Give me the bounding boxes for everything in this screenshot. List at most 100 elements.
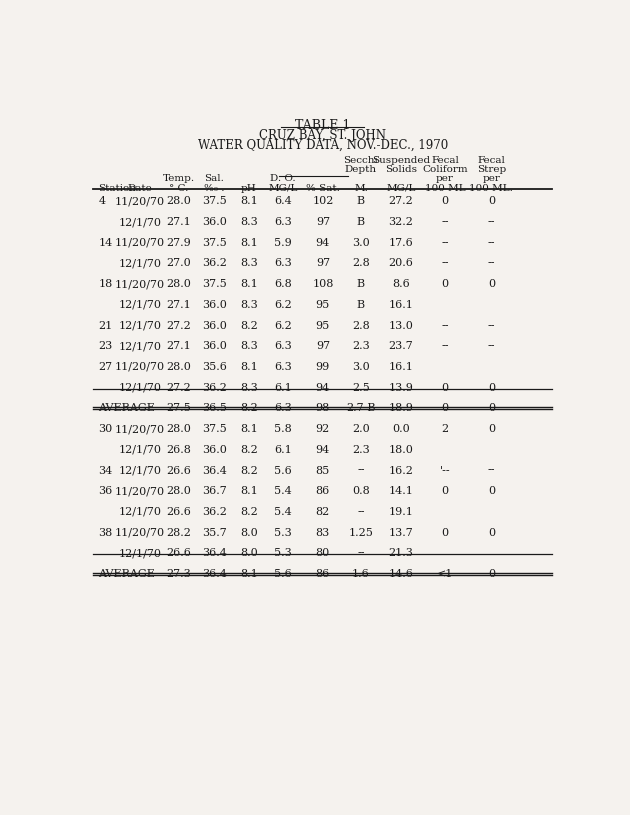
Text: Solids: Solids — [385, 165, 417, 174]
Text: Depth: Depth — [345, 165, 377, 174]
Text: 14.6: 14.6 — [389, 569, 413, 579]
Text: TABLE 1: TABLE 1 — [295, 119, 350, 132]
Text: 2.5: 2.5 — [352, 383, 370, 393]
Text: 23.7: 23.7 — [389, 341, 413, 351]
Text: Coliform: Coliform — [422, 165, 467, 174]
Text: --: -- — [488, 320, 495, 331]
Text: 5.3: 5.3 — [274, 548, 292, 558]
Text: 36.0: 36.0 — [202, 320, 227, 331]
Text: 5.3: 5.3 — [274, 527, 292, 538]
Text: --: -- — [357, 507, 365, 517]
Text: --: -- — [441, 238, 449, 248]
Text: <1: <1 — [437, 569, 453, 579]
Text: 28.0: 28.0 — [166, 362, 192, 372]
Text: per: per — [483, 174, 500, 183]
Text: 5.4: 5.4 — [274, 487, 292, 496]
Text: 8.2: 8.2 — [240, 507, 258, 517]
Text: Fecal: Fecal — [431, 156, 459, 165]
Text: 94: 94 — [316, 445, 330, 455]
Text: 8.2: 8.2 — [240, 403, 258, 413]
Text: 6.4: 6.4 — [274, 196, 292, 206]
Text: 6.1: 6.1 — [274, 383, 292, 393]
Text: 16.1: 16.1 — [389, 362, 413, 372]
Text: AVERAGE: AVERAGE — [98, 569, 155, 579]
Text: 8.6: 8.6 — [392, 280, 410, 289]
Text: 0: 0 — [488, 487, 495, 496]
Text: --: -- — [441, 341, 449, 351]
Text: 6.2: 6.2 — [274, 320, 292, 331]
Text: 16.1: 16.1 — [389, 300, 413, 310]
Text: 27.3: 27.3 — [166, 569, 192, 579]
Text: 5.9: 5.9 — [274, 238, 292, 248]
Text: 18.9: 18.9 — [389, 403, 413, 413]
Text: 0: 0 — [488, 403, 495, 413]
Text: 36.5: 36.5 — [202, 403, 227, 413]
Text: 108: 108 — [312, 280, 333, 289]
Text: 13.0: 13.0 — [389, 320, 413, 331]
Text: 17.6: 17.6 — [389, 238, 413, 248]
Text: 8.2: 8.2 — [240, 445, 258, 455]
Text: 20.6: 20.6 — [389, 258, 413, 268]
Text: 28.0: 28.0 — [166, 487, 192, 496]
Text: 12/1/70: 12/1/70 — [118, 383, 161, 393]
Text: 30: 30 — [98, 424, 113, 434]
Text: 2.3: 2.3 — [352, 341, 370, 351]
Text: ° C.: ° C. — [169, 183, 188, 193]
Text: 27.9: 27.9 — [166, 238, 192, 248]
Text: 83: 83 — [316, 527, 330, 538]
Text: 12/1/70: 12/1/70 — [118, 300, 161, 310]
Text: 3.0: 3.0 — [352, 362, 370, 372]
Text: 37.5: 37.5 — [202, 280, 227, 289]
Text: 0: 0 — [442, 196, 449, 206]
Text: 0: 0 — [442, 280, 449, 289]
Text: 36.4: 36.4 — [202, 548, 227, 558]
Text: Date: Date — [127, 183, 152, 193]
Text: 0: 0 — [488, 196, 495, 206]
Text: 27.2: 27.2 — [166, 383, 192, 393]
Text: Fecal: Fecal — [478, 156, 505, 165]
Text: 27.2: 27.2 — [389, 196, 413, 206]
Text: --: -- — [357, 465, 365, 475]
Text: 36.0: 36.0 — [202, 341, 227, 351]
Text: B: B — [357, 280, 365, 289]
Text: 32.2: 32.2 — [389, 217, 413, 227]
Text: 92: 92 — [316, 424, 330, 434]
Text: 12/1/70: 12/1/70 — [118, 217, 161, 227]
Text: 27.1: 27.1 — [166, 217, 192, 227]
Text: 11/20/70: 11/20/70 — [115, 424, 165, 434]
Text: 36.4: 36.4 — [202, 465, 227, 475]
Text: 11/20/70: 11/20/70 — [115, 362, 165, 372]
Text: 21: 21 — [98, 320, 113, 331]
Text: 23: 23 — [98, 341, 113, 351]
Text: --: -- — [441, 217, 449, 227]
Text: 94: 94 — [316, 238, 330, 248]
Text: 26.8: 26.8 — [166, 445, 192, 455]
Text: Strep: Strep — [477, 165, 506, 174]
Text: 36.0: 36.0 — [202, 217, 227, 227]
Text: 27.2: 27.2 — [166, 320, 192, 331]
Text: 98: 98 — [316, 403, 330, 413]
Text: 38: 38 — [98, 527, 113, 538]
Text: 8.1: 8.1 — [240, 487, 258, 496]
Text: MG/L: MG/L — [268, 183, 297, 193]
Text: 0: 0 — [442, 527, 449, 538]
Text: B: B — [357, 300, 365, 310]
Text: 18: 18 — [98, 280, 113, 289]
Text: 8.1: 8.1 — [240, 362, 258, 372]
Text: --: -- — [441, 320, 449, 331]
Text: 36.0: 36.0 — [202, 445, 227, 455]
Text: 26.6: 26.6 — [166, 465, 192, 475]
Text: 0.8: 0.8 — [352, 487, 370, 496]
Text: 1.6: 1.6 — [352, 569, 370, 579]
Text: 97: 97 — [316, 217, 330, 227]
Text: --: -- — [488, 465, 495, 475]
Text: 11/20/70: 11/20/70 — [115, 487, 165, 496]
Text: per: per — [436, 174, 454, 183]
Text: 0: 0 — [488, 424, 495, 434]
Text: 13.9: 13.9 — [389, 383, 413, 393]
Text: --: -- — [488, 258, 495, 268]
Text: 8.1: 8.1 — [240, 280, 258, 289]
Text: 12/1/70: 12/1/70 — [118, 320, 161, 331]
Text: 0: 0 — [488, 569, 495, 579]
Text: 36.4: 36.4 — [202, 569, 227, 579]
